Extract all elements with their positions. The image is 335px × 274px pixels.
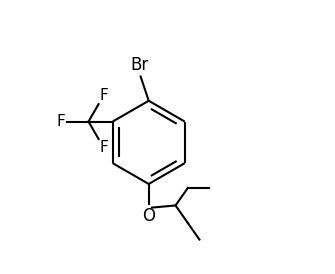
Text: O: O bbox=[142, 207, 155, 225]
Text: F: F bbox=[57, 114, 65, 129]
Text: Br: Br bbox=[130, 56, 148, 75]
Text: F: F bbox=[99, 88, 109, 103]
Text: F: F bbox=[99, 140, 109, 155]
